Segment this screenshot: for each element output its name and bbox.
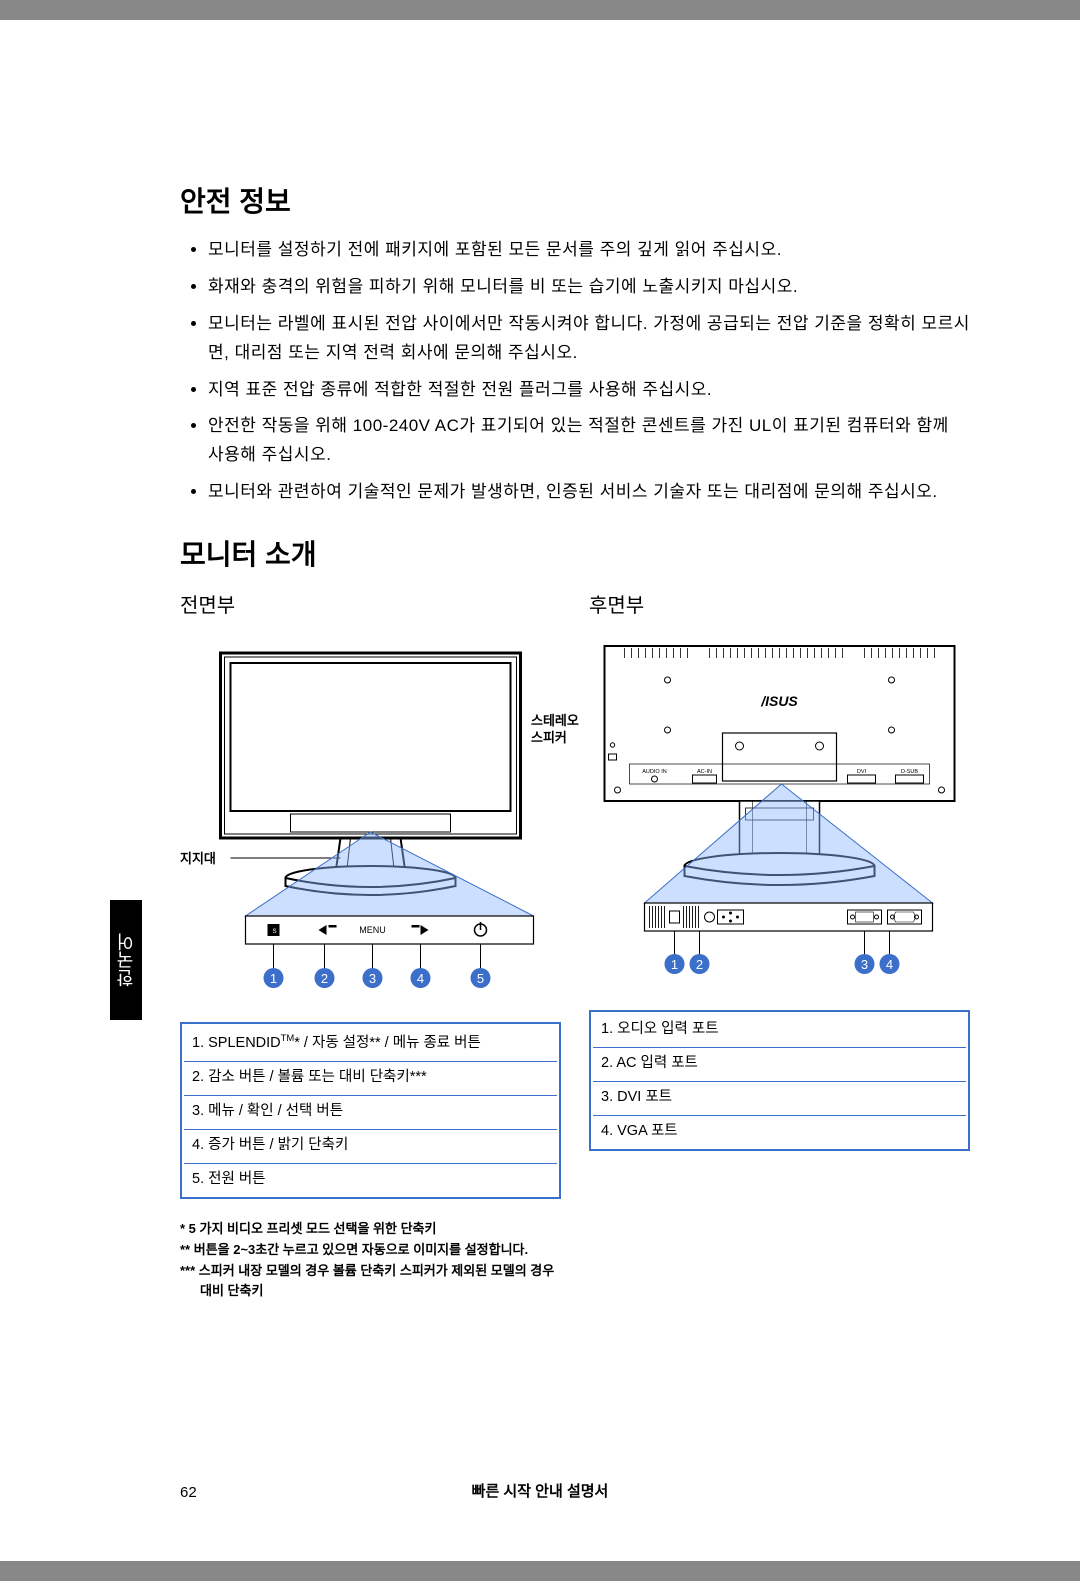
svg-text:4: 4 <box>417 971 424 986</box>
legend-row: 4. VGA 포트 <box>593 1115 966 1147</box>
legend-row: 2. AC 입력 포트 <box>593 1047 966 1079</box>
note: * 5 가지 비디오 프리셋 모드 선택을 위한 단축키 <box>180 1219 561 1240</box>
legend-row: 3. 메뉴 / 확인 / 선택 버튼 <box>184 1095 557 1127</box>
legend-row: 5. 전원 버튼 <box>184 1163 557 1195</box>
rear-legend-table: 1. 오디오 입력 포트 2. AC 입력 포트 3. DVI 포트 4. VG… <box>589 1010 970 1151</box>
note: *** 스피커 내장 모델의 경우 볼륨 단축키 스피커가 제외된 모델의 경우… <box>180 1261 561 1303</box>
svg-text:DVI: DVI <box>857 769 867 775</box>
front-diagram: 지지대 스테레오 스피커 <box>180 638 561 1018</box>
svg-text:AUDIO IN: AUDIO IN <box>642 769 666 775</box>
brand-logo: /ISUS <box>760 693 798 709</box>
rear-svg: /ISUS AUDIO IN AC-IN DVI D-SUB <box>589 638 970 1006</box>
svg-text:1: 1 <box>270 971 277 986</box>
svg-text:AC-IN: AC-IN <box>697 769 712 775</box>
svg-text:2: 2 <box>321 971 328 986</box>
svg-text:S: S <box>272 929 276 935</box>
document-page: 한국어 안전 정보 모니터를 설정하기 전에 패키지에 포함된 모든 문서를 주… <box>0 20 1080 1561</box>
note: ** 버튼을 2~3초간 누르고 있으면 자동으로 이미지를 설정합니다. <box>180 1240 561 1261</box>
bullet: 지역 표준 전압 종류에 적합한 적절한 전원 플러그를 사용해 주십시오. <box>208 376 970 405</box>
bullet: 모니터와 관련하여 기술적인 문제가 발생하면, 인증된 서비스 기술자 또는 … <box>208 478 970 507</box>
rear-title: 후면부 <box>589 589 970 618</box>
rear-diagram: /ISUS AUDIO IN AC-IN DVI D-SUB <box>589 638 970 1006</box>
bullet: 화재와 충격의 위험을 피하기 위해 모니터를 비 또는 습기에 노출시키지 마… <box>208 273 970 302</box>
safety-heading: 안전 정보 <box>180 180 970 220</box>
page-number: 62 <box>180 1484 197 1501</box>
legend-row: 3. DVI 포트 <box>593 1081 966 1113</box>
front-svg: S MENU 1 <box>180 638 561 1018</box>
svg-text:3: 3 <box>369 971 376 986</box>
bullet: 모니터를 설정하기 전에 패키지에 포함된 모든 문서를 주의 깊게 읽어 주십… <box>208 236 970 265</box>
bullet: 모니터는 라벨에 표시된 전압 사이에서만 작동시켜야 합니다. 가정에 공급되… <box>208 310 970 368</box>
speaker-l2: 스피커 <box>531 730 567 745</box>
legend-row: 4. 증가 버튼 / 밝기 단축키 <box>184 1129 557 1161</box>
svg-text:4: 4 <box>886 957 893 972</box>
legend-row: 1. 오디오 입력 포트 <box>593 1014 966 1045</box>
stand-label: 지지대 <box>180 848 216 867</box>
speaker-l1: 스테레오 <box>531 713 579 728</box>
svg-text:2: 2 <box>696 957 703 972</box>
legend-row: 1. SPLENDIDTM* / 자동 설정** / 메뉴 종료 버튼 <box>184 1026 557 1059</box>
legend-row: 2. 감소 버튼 / 볼륨 또는 대비 단축키*** <box>184 1061 557 1093</box>
svg-text:D-SUB: D-SUB <box>901 769 918 775</box>
columns-row: 전면부 지지대 스테레오 스피커 <box>180 589 970 1302</box>
svg-text:1: 1 <box>671 957 678 972</box>
menu-label: MENU <box>359 925 386 935</box>
rear-column: 후면부 /ISUS <box>589 589 970 1302</box>
safety-bullets: 모니터를 설정하기 전에 패키지에 포함된 모든 문서를 주의 깊게 읽어 주십… <box>180 236 970 507</box>
footer-title: 빠른 시작 안내 설명서 <box>472 1480 609 1501</box>
front-legend-table: 1. SPLENDIDTM* / 자동 설정** / 메뉴 종료 버튼 2. 감… <box>180 1022 561 1199</box>
speaker-label: 스테레오 스피커 <box>531 713 591 747</box>
svg-text:5: 5 <box>477 971 484 986</box>
svg-text:3: 3 <box>861 957 868 972</box>
bullet: 안전한 작동을 위해 100-240V AC가 표기되어 있는 적절한 콘센트를… <box>208 412 970 470</box>
front-column: 전면부 지지대 스테레오 스피커 <box>180 589 561 1302</box>
front-notes: * 5 가지 비디오 프리셋 모드 선택을 위한 단축키 ** 버튼을 2~3초… <box>180 1219 561 1302</box>
front-title: 전면부 <box>180 589 561 618</box>
language-tab: 한국어 <box>110 900 142 1020</box>
intro-heading: 모니터 소개 <box>180 533 970 573</box>
